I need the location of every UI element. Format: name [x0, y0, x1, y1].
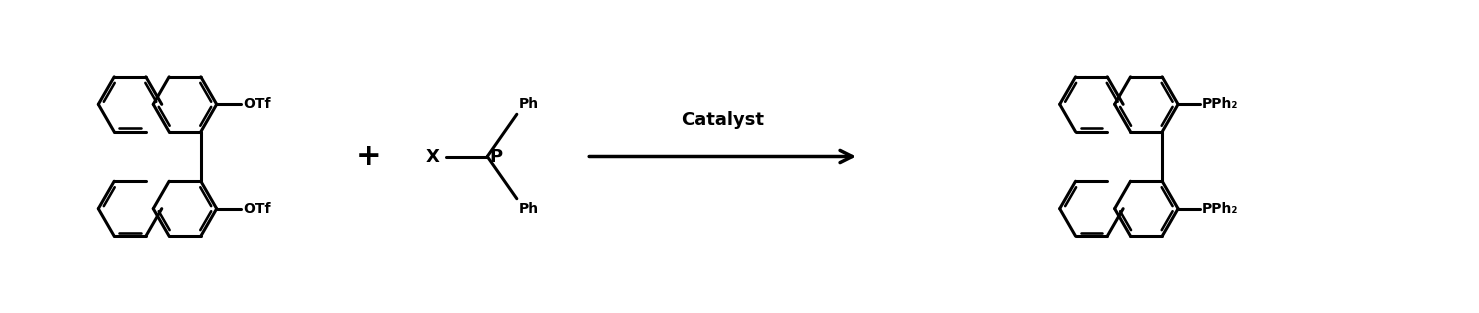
Text: OTf: OTf [244, 202, 271, 216]
Text: Ph: Ph [519, 97, 538, 111]
Text: PPh₂: PPh₂ [1202, 97, 1238, 111]
Text: OTf: OTf [244, 97, 271, 111]
Text: Catalyst: Catalyst [682, 111, 765, 129]
Text: PPh₂: PPh₂ [1202, 202, 1238, 216]
Text: +: + [355, 142, 382, 171]
Text: P: P [490, 147, 503, 166]
Text: X: X [426, 147, 439, 166]
Text: Ph: Ph [519, 202, 538, 216]
